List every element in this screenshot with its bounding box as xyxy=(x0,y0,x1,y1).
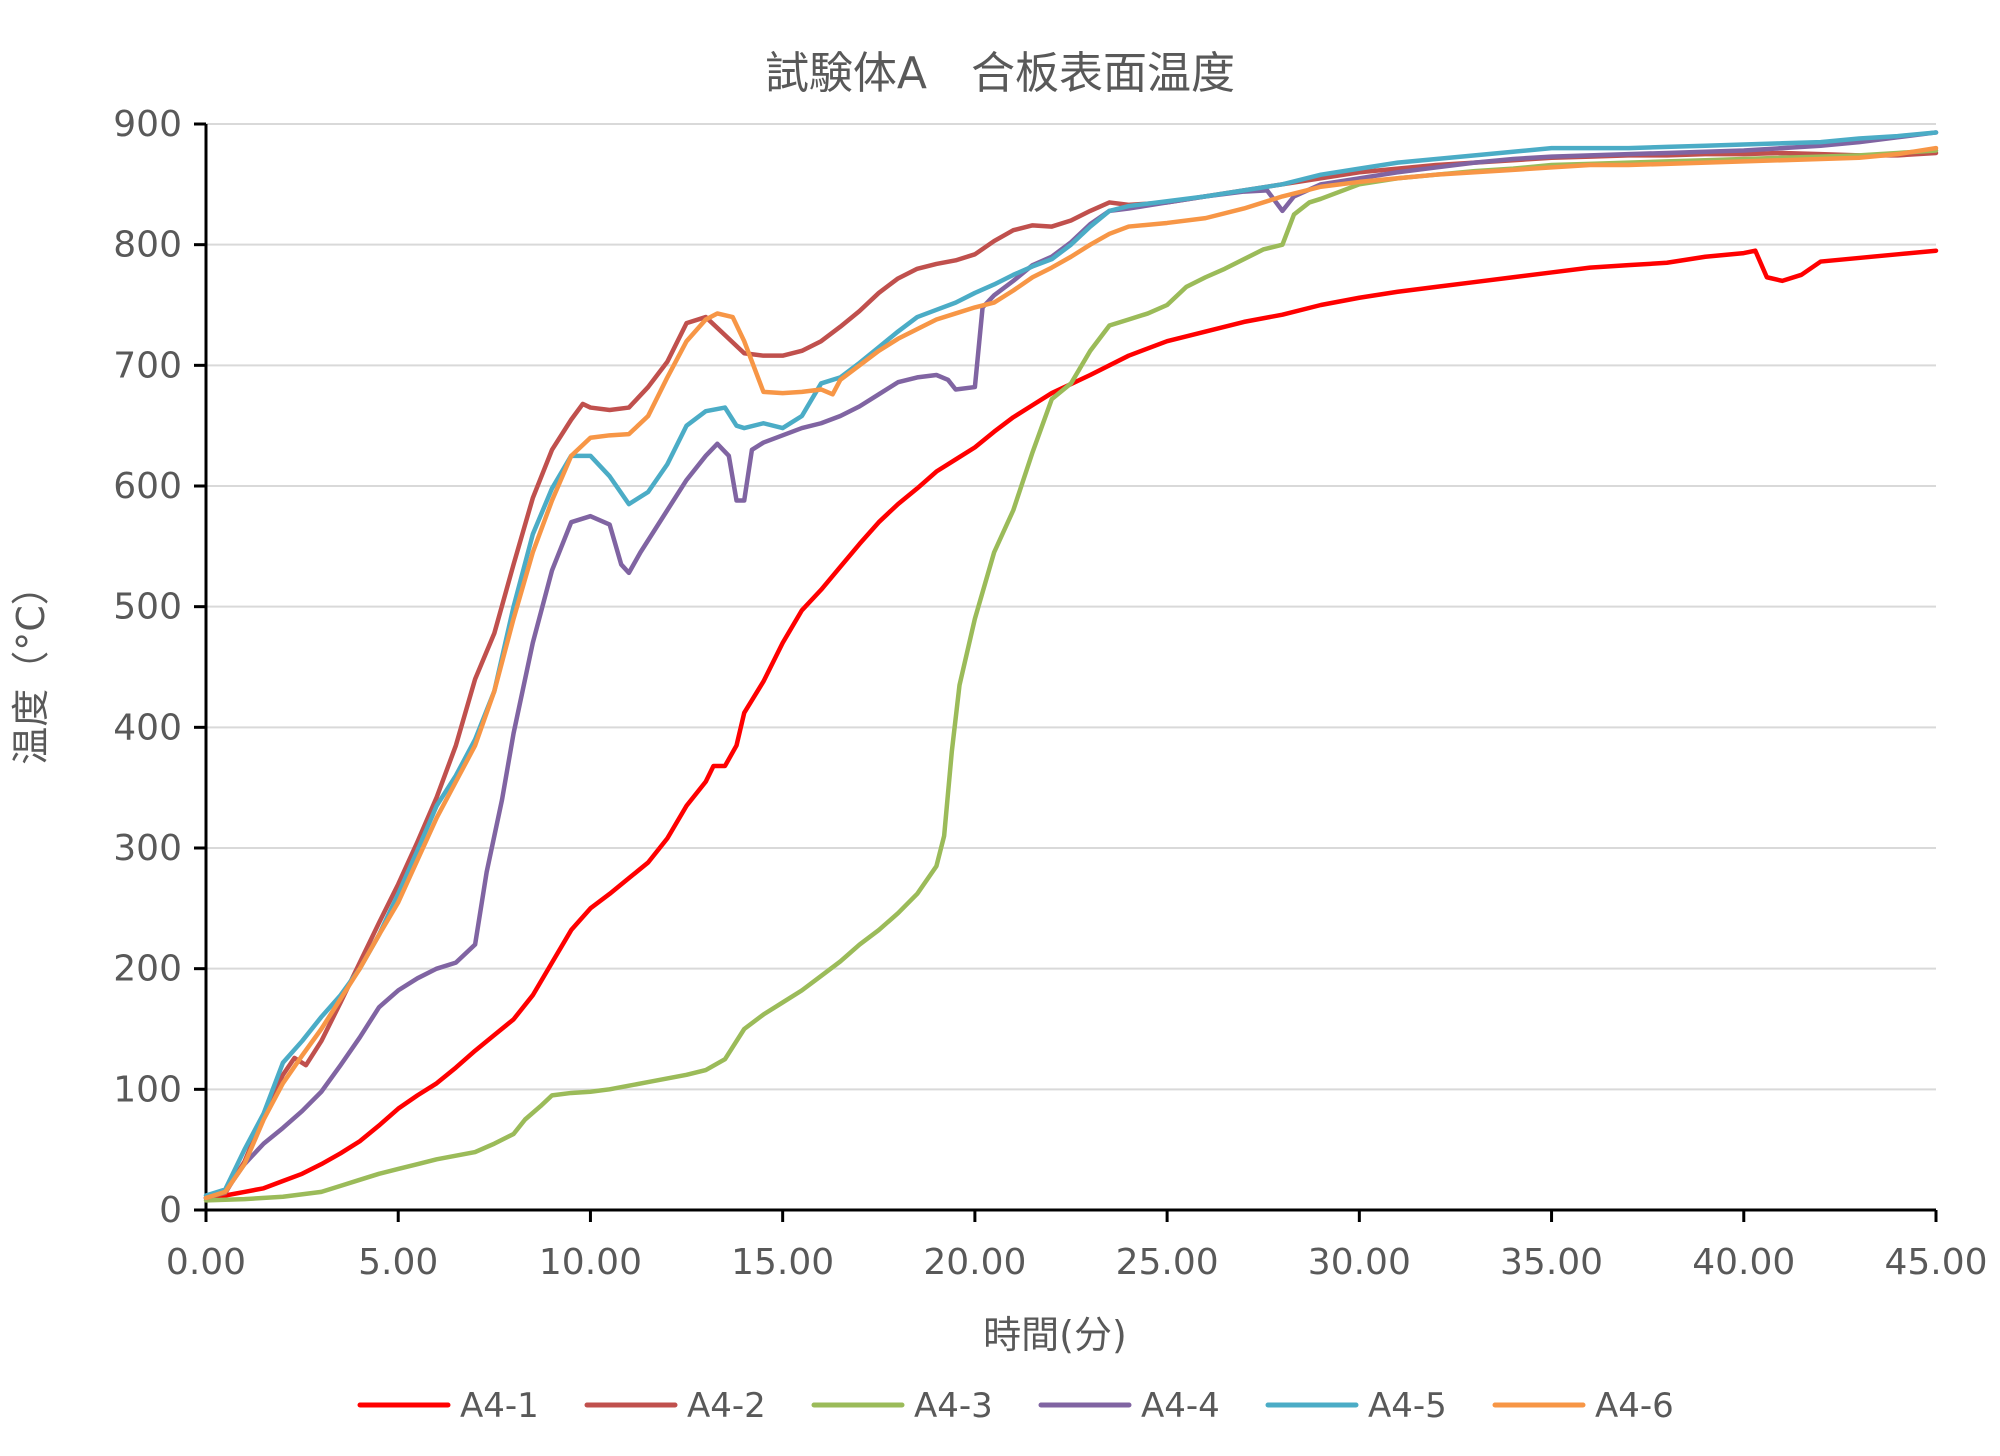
y-tick-label-500: 500 xyxy=(113,587,182,628)
chart-title: 試験体A 合板表面温度 xyxy=(765,48,1235,99)
gridlines xyxy=(206,123,1936,1091)
y-axis-ticks: 0 100 200 300 400 500 600 700 800 900 xyxy=(113,104,206,1231)
legend: A4-1 A4-2 A4-3 A4-4 A4-5 A4-6 xyxy=(357,1386,1674,1426)
legend-label-a4-1: A4-1 xyxy=(460,1386,539,1426)
series-line-a4-1 xyxy=(203,248,1939,1201)
legend-item-a4-3: A4-3 xyxy=(811,1386,993,1426)
x-tick-label-5: 5.00 xyxy=(358,1242,438,1283)
legend-item-a4-6: A4-6 xyxy=(1492,1386,1674,1426)
legend-label-a4-4: A4-4 xyxy=(1141,1386,1220,1426)
series-line-a4-4 xyxy=(203,130,1939,1201)
y-tick-label-600: 600 xyxy=(113,466,182,507)
series-layer xyxy=(203,130,1939,1203)
legend-label-a4-2: A4-2 xyxy=(687,1386,766,1426)
x-tick-label-15: 15.00 xyxy=(731,1242,834,1283)
y-tick-label-800: 800 xyxy=(113,225,182,266)
x-tick-label-10: 10.00 xyxy=(539,1242,642,1283)
legend-label-a4-5: A4-5 xyxy=(1368,1386,1447,1426)
y-tick-label-200: 200 xyxy=(113,949,182,990)
legend-item-a4-1: A4-1 xyxy=(357,1386,539,1426)
x-tick-label-45: 45.00 xyxy=(1884,1242,1987,1283)
series-line-a4-6 xyxy=(203,145,1939,1201)
legend-item-a4-4: A4-4 xyxy=(1038,1386,1220,1426)
y-tick-label-400: 400 xyxy=(113,707,182,748)
legend-item-a4-2: A4-2 xyxy=(584,1386,766,1426)
x-tick-label-30: 30.00 xyxy=(1308,1242,1411,1283)
x-tick-label-20: 20.00 xyxy=(923,1242,1026,1283)
legend-item-a4-5: A4-5 xyxy=(1265,1386,1447,1426)
x-axis-ticks: 0.00 5.00 10.00 15.00 20.00 25.00 30.00 35.00 40… xyxy=(166,1210,1988,1283)
y-tick-label-300: 300 xyxy=(113,828,182,869)
x-tick-label-25: 25.00 xyxy=(1116,1242,1219,1283)
x-tick-label-40: 40.00 xyxy=(1692,1242,1795,1283)
legend-label-a4-6: A4-6 xyxy=(1595,1386,1674,1426)
y-tick-label-900: 900 xyxy=(113,104,182,145)
y-tick-label-100: 100 xyxy=(113,1069,182,1110)
legend-label-a4-3: A4-3 xyxy=(914,1386,993,1426)
y-tick-label-0: 0 xyxy=(159,1190,182,1231)
y-tick-label-700: 700 xyxy=(113,345,182,386)
x-tick-label-0: 0.00 xyxy=(166,1242,246,1283)
x-tick-label-35: 35.00 xyxy=(1500,1242,1603,1283)
y-axis-title: 温度（°C） xyxy=(9,567,53,765)
x-axis-title: 時間(分) xyxy=(983,1313,1127,1357)
axes xyxy=(204,124,1936,1212)
